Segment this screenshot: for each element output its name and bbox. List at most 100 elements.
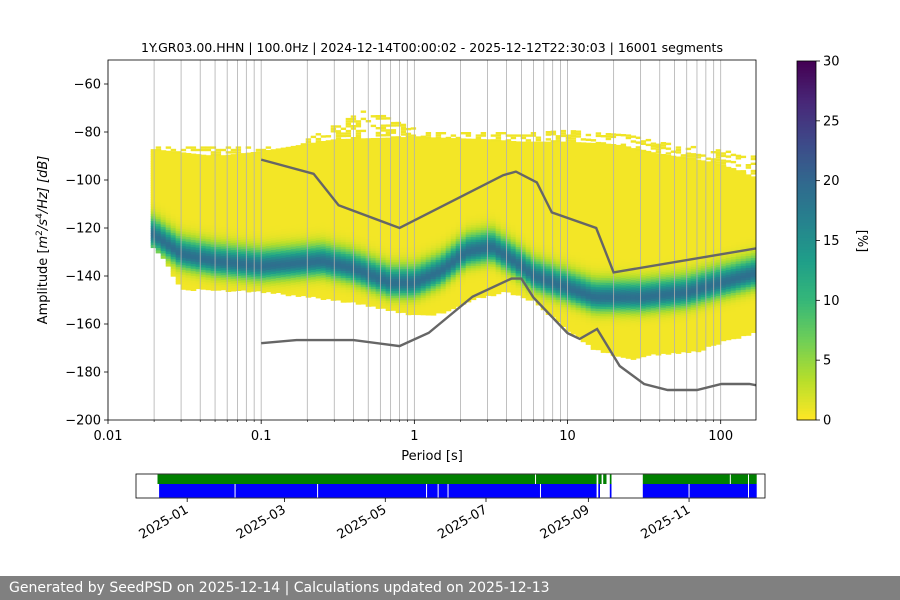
psd-cell <box>515 268 522 272</box>
psd-cell <box>305 239 312 243</box>
psd-cell <box>210 191 217 195</box>
psd-cell <box>180 186 187 189</box>
psd-cell <box>390 204 397 208</box>
psd-cell <box>485 201 492 205</box>
psd-cell <box>330 254 337 258</box>
psd-cell <box>240 210 247 214</box>
psd-cell <box>415 196 422 200</box>
psd-cell <box>460 251 467 255</box>
psd-cell <box>210 175 217 178</box>
psd-cell <box>165 174 172 178</box>
psd-cell <box>240 222 247 226</box>
psd-cell <box>155 214 162 218</box>
psd-cell <box>495 219 502 223</box>
psd-cell <box>340 258 347 262</box>
psd-cell <box>275 210 282 214</box>
psd-cell <box>165 225 172 229</box>
psd-cell <box>290 155 297 159</box>
psd-cell <box>430 168 437 172</box>
psd-cell <box>225 154 232 158</box>
psd-cell <box>240 191 247 195</box>
psd-cell <box>495 250 502 254</box>
psd-cell <box>325 257 332 261</box>
psd-cell <box>465 143 472 147</box>
psd-cell <box>470 208 477 212</box>
psd-cell <box>525 163 532 167</box>
psd-cell <box>490 151 497 155</box>
psd-cell <box>465 162 472 166</box>
psd-cell <box>425 293 432 297</box>
psd-cell <box>435 308 442 311</box>
psd-cell <box>245 179 252 182</box>
psd-cell <box>340 158 347 162</box>
psd-cell <box>245 275 252 278</box>
psd-cell <box>460 132 467 135</box>
psd-cell <box>385 183 392 187</box>
psd-cell <box>500 178 507 182</box>
psd-cell <box>495 274 502 278</box>
psd-cell <box>340 127 347 130</box>
psd-cell <box>500 253 507 257</box>
psd-cell <box>275 285 282 289</box>
psd-cell <box>220 246 227 250</box>
psd-cell <box>170 180 177 184</box>
psd-cell <box>515 160 522 164</box>
psd-cell <box>520 206 527 210</box>
psd-cell <box>505 191 512 195</box>
psd-cell <box>520 273 527 277</box>
psd-cell <box>500 277 507 281</box>
psd-cell <box>175 235 182 239</box>
psd-cell <box>390 219 397 222</box>
psd-cell <box>370 219 377 223</box>
psd-cell <box>370 282 377 285</box>
psd-cell <box>245 169 252 173</box>
psd-cell <box>190 283 197 287</box>
psd-cell <box>235 204 242 207</box>
psd-cell <box>400 245 407 249</box>
psd-cell <box>390 303 397 306</box>
psd-cell <box>520 196 527 200</box>
psd-cell <box>525 199 532 203</box>
psd-cell <box>235 163 242 167</box>
psd-cell <box>400 235 407 239</box>
psd-cell <box>315 259 322 263</box>
psd-cell <box>385 200 392 203</box>
psd-cell <box>505 260 512 264</box>
psd-cell <box>215 270 222 274</box>
psd-cell <box>380 298 387 302</box>
psd-cell <box>515 273 522 277</box>
psd-cell <box>455 251 462 254</box>
psd-cell <box>360 243 367 247</box>
psd-cell <box>400 126 407 129</box>
psd-cell <box>340 290 347 294</box>
psd-cell <box>160 251 167 254</box>
psd-cell <box>460 234 467 238</box>
psd-cell <box>400 199 407 203</box>
psd-cell <box>490 206 497 210</box>
psd-cell <box>225 209 232 213</box>
psd-cell <box>300 163 307 167</box>
psd-cell <box>450 145 457 149</box>
psd-cell <box>470 244 477 248</box>
psd-cell <box>295 207 302 211</box>
psd-cell <box>390 139 397 143</box>
psd-cell <box>280 255 287 259</box>
psd-cell <box>325 296 332 300</box>
psd-cell <box>205 287 212 291</box>
psd-cell <box>285 158 292 162</box>
psd-cell <box>395 137 402 141</box>
psd-cell <box>440 183 447 187</box>
psd-cell <box>280 154 287 158</box>
psd-cell <box>425 262 432 266</box>
psd-cell <box>400 309 407 313</box>
psd-cell <box>150 156 157 160</box>
psd-cell <box>175 214 182 218</box>
psd-cell <box>250 272 257 275</box>
psd-cell <box>520 268 527 272</box>
psd-cell <box>200 253 207 257</box>
psd-cell <box>210 280 217 284</box>
psd-cell <box>210 199 217 202</box>
psd-cell <box>320 177 327 180</box>
psd-cell <box>210 155 217 159</box>
psd-cell <box>495 195 502 199</box>
